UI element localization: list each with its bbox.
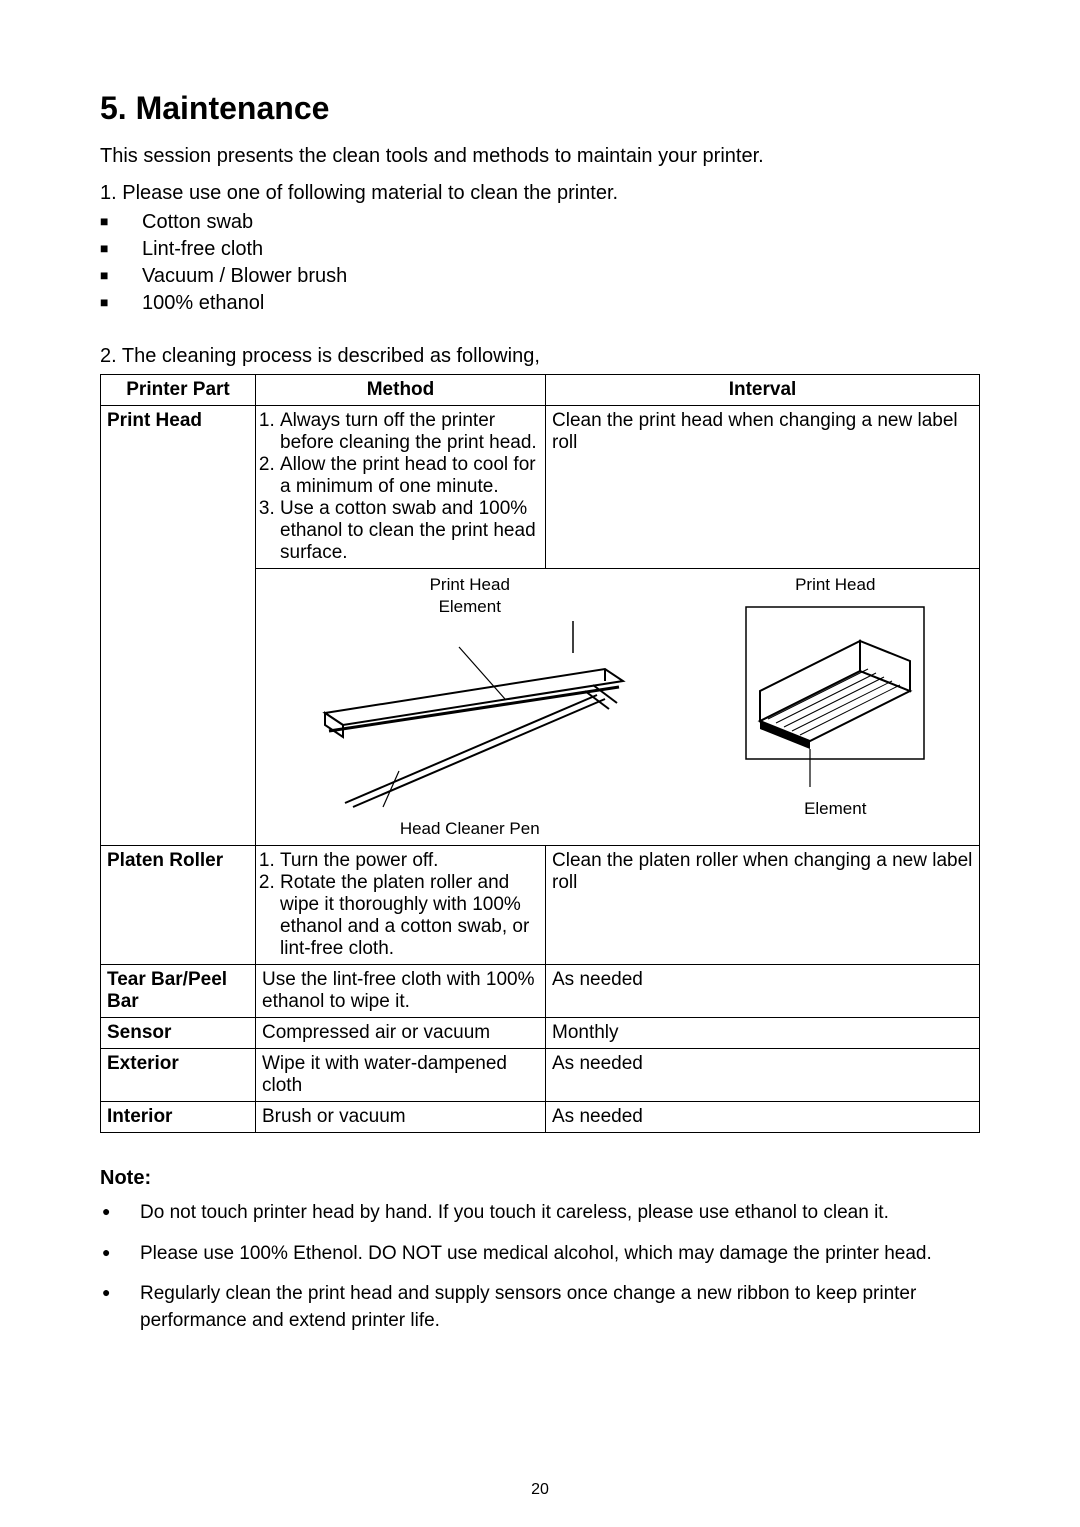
printhead-diagram-left-svg <box>305 621 635 811</box>
cell-exterior-method: Wipe it with water-dampened cloth <box>256 1049 546 1102</box>
row-exterior: Exterior Wipe it with water-dampened clo… <box>101 1049 980 1102</box>
note-heading: Note: <box>100 1167 980 1190</box>
header-method: Method <box>256 375 546 406</box>
method-item: Always turn off the printer before clean… <box>280 410 539 454</box>
diagram-label: Print Head <box>305 575 635 595</box>
diagram-left: Print Head Element <box>305 573 635 841</box>
notes-list: Do not touch printer head by hand. If yo… <box>100 1200 980 1334</box>
cell-interior-method: Brush or vacuum <box>256 1102 546 1133</box>
page-number: 20 <box>0 1481 1080 1499</box>
materials-list: Cotton swab Lint-free cloth Vacuum / Blo… <box>100 211 980 315</box>
printhead-diagram-right-svg <box>740 601 930 791</box>
cell-platen-interval: Clean the platen roller when changing a … <box>546 846 980 965</box>
list-item: Vacuum / Blower brush <box>100 265 980 288</box>
cell-printhead-interval: Clean the print head when changing a new… <box>546 406 980 569</box>
cell-tearbar-method: Use the lint-free cloth with 100% ethano… <box>256 965 546 1018</box>
cell-interior-interval: As needed <box>546 1102 980 1133</box>
step-1: 1. Please use one of following material … <box>100 182 980 205</box>
diagram-label: Element <box>740 799 930 819</box>
cleaning-table: Printer Part Method Interval Print Head … <box>100 374 980 1133</box>
diagram-label: Element <box>305 597 635 617</box>
diagram-label: Head Cleaner Pen <box>305 819 635 839</box>
table-header-row: Printer Part Method Interval <box>101 375 980 406</box>
cell-exterior-part: Exterior <box>101 1049 256 1102</box>
cell-platen-method: Turn the power off. Rotate the platen ro… <box>256 846 546 965</box>
cell-printhead-diagram: Print Head Element <box>256 569 980 846</box>
cell-tearbar-part: Tear Bar/Peel Bar <box>101 965 256 1018</box>
method-item: Allow the print head to cool for a minim… <box>280 454 539 498</box>
list-item: 100% ethanol <box>100 292 980 315</box>
intro-paragraph: This session presents the clean tools an… <box>100 145 980 168</box>
cell-sensor-method: Compressed air or vacuum <box>256 1018 546 1049</box>
header-part: Printer Part <box>101 375 256 406</box>
cell-tearbar-interval: As needed <box>546 965 980 1018</box>
note-item: Please use 100% Ethenol. DO NOT use medi… <box>100 1241 980 1268</box>
row-interior: Interior Brush or vacuum As needed <box>101 1102 980 1133</box>
method-item: Turn the power off. <box>280 850 539 872</box>
header-interval: Interval <box>546 375 980 406</box>
list-item: Lint-free cloth <box>100 238 980 261</box>
list-item: Cotton swab <box>100 211 980 234</box>
page-title: 5. Maintenance <box>100 90 980 127</box>
document-page: 5. Maintenance This session presents the… <box>0 0 1080 1527</box>
cell-printhead-method: Always turn off the printer before clean… <box>256 406 546 569</box>
cell-interior-part: Interior <box>101 1102 256 1133</box>
cell-printhead-part: Print Head <box>101 406 256 846</box>
note-item: Regularly clean the print head and suppl… <box>100 1281 980 1334</box>
diagram-label: Print Head <box>740 575 930 595</box>
note-item: Do not touch printer head by hand. If yo… <box>100 1200 980 1227</box>
row-platen: Platen Roller Turn the power off. Rotate… <box>101 846 980 965</box>
diagram-right: Print Head <box>740 573 930 821</box>
cell-sensor-part: Sensor <box>101 1018 256 1049</box>
method-item: Use a cotton swab and 100% ethanol to cl… <box>280 498 539 564</box>
method-item: Rotate the platen roller and wipe it tho… <box>280 872 539 960</box>
cell-platen-part: Platen Roller <box>101 846 256 965</box>
step-2: 2. The cleaning process is described as … <box>100 345 980 368</box>
cell-exterior-interval: As needed <box>546 1049 980 1102</box>
row-printhead: Print Head Always turn off the printer b… <box>101 406 980 569</box>
row-tearbar: Tear Bar/Peel Bar Use the lint-free clot… <box>101 965 980 1018</box>
row-sensor: Sensor Compressed air or vacuum Monthly <box>101 1018 980 1049</box>
cell-sensor-interval: Monthly <box>546 1018 980 1049</box>
